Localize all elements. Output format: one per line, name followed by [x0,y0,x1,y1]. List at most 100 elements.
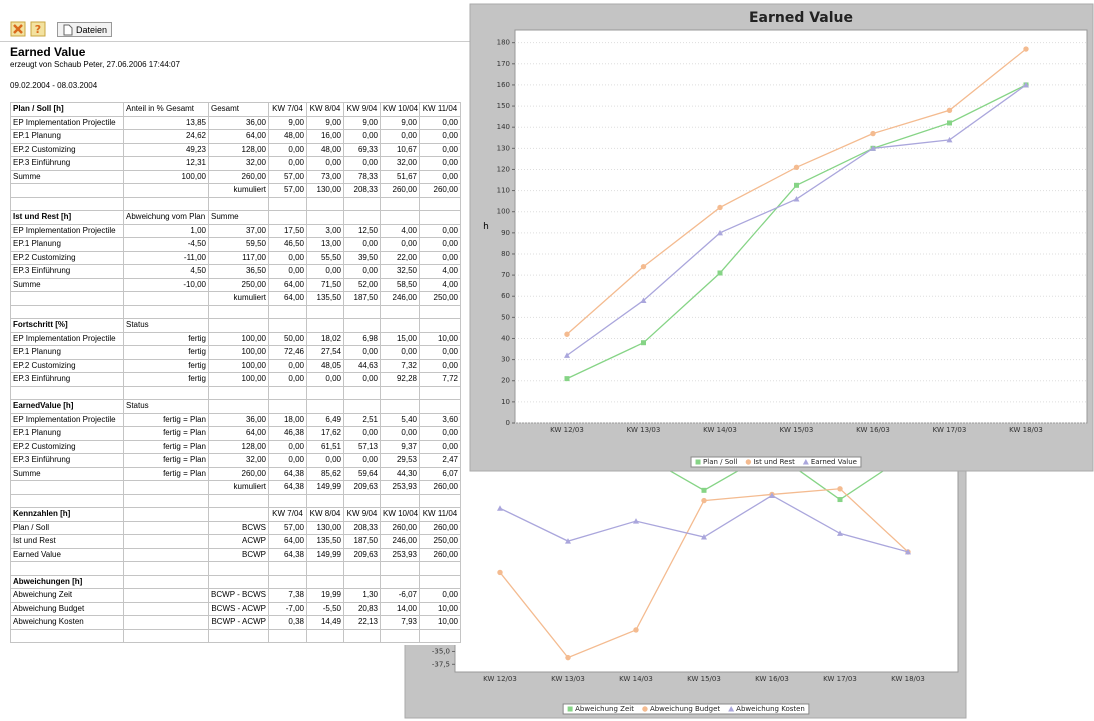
y-tick-label: 0 [506,419,510,427]
data-point [564,376,570,382]
table-cell: 7,32 [380,358,420,373]
table-cell: 250,00 [208,277,269,292]
data-point [640,297,647,303]
x-tick-label: KW 15/03 [687,675,721,683]
table-row: EP.3 Einführung fertig 100,00 0,00 0,00 0,00 9… [10,372,461,387]
legend-marker [728,706,735,712]
table-cell: 100,00 [208,345,269,360]
table-cell [419,399,461,414]
table-cell: 7,72 [419,372,461,387]
table-row: Summe fertig = Plan 260,00 64,38 85,62 59,64 4… [10,466,461,481]
legend-label: Abweichung Budget [650,705,720,713]
y-tick-label: 110 [497,187,510,195]
table-row: EP.2 Customizing fertig = Plan 128,00 0,00 6… [10,439,461,454]
data-point [701,487,707,493]
data-point [701,497,707,504]
y-tick-label: 120 [497,165,510,173]
table-cell: fertig [123,331,209,346]
table-cell: 0,00 [419,439,461,454]
data-point [793,164,800,171]
table-row: EP.2 Customizing fertig 100,00 0,00 48,05 44,… [10,358,461,373]
plot-area [514,29,1088,424]
legend-marker [642,706,648,712]
table-cell: 0,00 [380,345,420,360]
data-point [769,492,775,498]
y-tick-label: 90 [501,229,510,237]
legend-marker [695,459,701,465]
legend-label: Abweichung Zeit [575,705,634,713]
data-point [717,229,723,236]
table-cell: 135,50 [306,291,344,306]
legend-label: Abweichung Kosten [736,705,805,713]
table-row [10,385,461,400]
table-row: EP Implementation Projectile fertig = Pla… [10,412,461,427]
table-row: EP.3 Einführung 4,50 36,50 0,00 0,00 0,00 32,5… [10,264,461,279]
y-tick-label: 130 [497,144,510,152]
table-cell: 4,00 [419,277,461,292]
table-cell: 0,00 [268,264,307,279]
table-cell: 250,00 [419,291,461,306]
x-tick-label: KW 15/03 [780,426,814,434]
legend-label: Ist und Rest [753,458,795,466]
table-cell: 117,00 [208,250,269,265]
table-cell: EP.3 Einführung [10,372,124,387]
legend-label: Plan / Soll [703,458,737,466]
x-tick-label: KW 12/03 [550,426,584,434]
table-cell: 59,64 [343,466,381,481]
table-cell: fertig = Plan [123,439,209,454]
table-cell [419,304,461,319]
table-cell: 246,00 [380,291,420,306]
files-button[interactable]: Dateien [57,22,112,37]
x-tick-label: KW 13/03 [551,675,585,683]
table-cell: 0,00 [419,358,461,373]
y-tick-label: 50 [501,313,510,321]
table-row: EP Implementation Projectile 13,85 36,00 9,… [10,115,461,130]
table-row: EP Implementation Projectile fertig 100,00… [10,331,461,346]
table-cell [419,318,461,333]
button-label[interactable]: Dateien [76,25,108,35]
table-row [10,628,461,643]
table-row: kumuliert 64,38 149,99 209,63 253,93 260,00 [10,480,461,495]
data-point [947,120,952,126]
data-point [633,518,639,524]
data-point [565,538,571,544]
table-row: kumuliert 64,00 135,50 187,50 246,00 250,00 [10,291,461,306]
y-tick-label: 60 [501,292,510,300]
legend-marker [745,459,752,465]
table-cell: 15,00 [380,331,420,346]
table-cell: 10,00 [419,331,461,346]
table-row: Summe -10,00 250,00 64,00 71,50 52,00 58,50 4,0… [10,277,461,292]
table-row [10,196,461,211]
table-row: EarnedValue [h] Status [10,399,461,414]
data-point [701,534,707,540]
table-cell: 209,63 [343,480,381,495]
x-tick-label: KW 18/03 [891,675,925,683]
table-cell: 32,00 [208,453,269,468]
y-tick-label: 160 [497,81,510,89]
table-cell [419,628,461,643]
data-point [564,352,570,358]
table-cell: EP.2 Customizing [10,358,124,373]
table-cell: 4,00 [419,264,461,279]
close-cross [13,24,23,34]
table-cell: fertig = Plan [123,412,209,427]
chart-title: Earned Value [749,10,853,26]
x-tick-label: KW 16/03 [856,426,890,434]
help-icon[interactable] [30,21,46,37]
table-row: EP.3 Einführung fertig = Plan 32,00 0,00 0,0… [10,453,461,468]
table-row: EP.1 Planung fertig = Plan 64,00 46,38 17,62… [10,426,461,441]
data-point [497,505,503,511]
table-row: Kennzahlen [h] KW 7/04 KW 8/04 KW 9/04 KW 10… [10,507,461,522]
report-subtitle: erzeugt von Schaub Peter, 27.06.2006 17:… [10,60,180,69]
x-tick-label: KW 18/03 [1009,426,1043,434]
data-point [564,331,570,337]
toolbar-icons[interactable]: ? [10,20,60,40]
table-cell: 2,47 [419,453,461,468]
table-cell: 0,00 [343,453,381,468]
x-tick-label: KW 14/03 [619,675,653,683]
table-cell: 0,00 [419,426,461,441]
table-cell: fertig = Plan [123,426,209,441]
data-point [565,654,571,661]
help-mark: ? [35,23,41,36]
